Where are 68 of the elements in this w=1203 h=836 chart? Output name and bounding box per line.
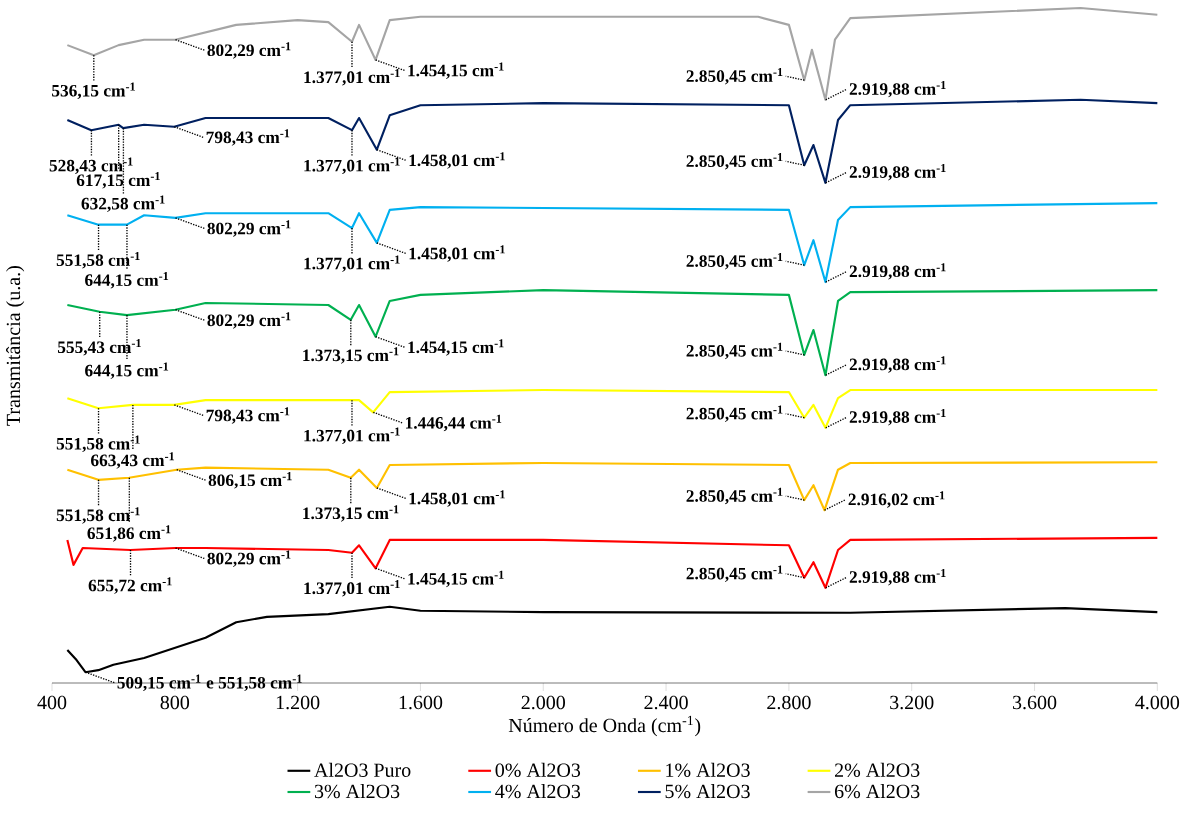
legend-label: 1% Al2O3 bbox=[666, 762, 750, 777]
legend-label: 3% Al2O3 bbox=[314, 784, 400, 799]
annotation: 551,58 cm$^{-1}$ bbox=[56, 435, 140, 453]
x-tick-label: 3.600 bbox=[1012, 695, 1057, 710]
annotation: 509,15 cm$^{-1}$ e 551,58 cm$^{-1}$ bbox=[117, 674, 302, 692]
annotation: 1.446,44 cm$^{-1}$ bbox=[406, 414, 502, 432]
annotation: 2.850,45 cm$^{-1}$ bbox=[686, 565, 783, 582]
annotation: 632,58 cm$^{-1}$ bbox=[81, 195, 165, 212]
annotation: 802,29 cm$^{-1}$ bbox=[207, 220, 291, 237]
annotation: 2.916,02 cm$^{-1}$ bbox=[848, 491, 945, 508]
x-tick-label: 4.000 bbox=[1135, 695, 1180, 710]
legend-label: 5% Al2O3 bbox=[665, 784, 750, 799]
x-tick-label: 2.800 bbox=[767, 695, 811, 710]
annotation: 2.919,88 cm$^{-1}$ bbox=[849, 163, 946, 181]
annotation: 2.919,88 cm$^{-1}$ bbox=[849, 568, 946, 586]
x-tick-label: 800 bbox=[160, 695, 190, 710]
legend-label: 4% Al2O3 bbox=[495, 784, 581, 799]
annotation: 1.458,01 cm$^{-1}$ bbox=[409, 245, 505, 262]
annotation: 644,15 cm$^{-1}$ bbox=[85, 272, 169, 289]
annotation: 1.373,15 cm$^{-1}$ bbox=[303, 505, 399, 522]
annotation: 1.377,01 cm$^{-1}$ bbox=[304, 255, 400, 272]
annotation: 2.919,88 cm$^{-1}$ bbox=[849, 408, 946, 426]
annotation: 536,15 cm$^{-1}$ bbox=[52, 82, 135, 100]
annotation: 1.458,01 cm$^{-1}$ bbox=[409, 152, 505, 169]
annotation: 798,43 cm$^{-1}$ bbox=[206, 407, 290, 424]
x-tick-label: 3.200 bbox=[890, 695, 934, 710]
annotation: 2.919,88 cm$^{-1}$ bbox=[849, 356, 946, 373]
annotation: 2.850,45 cm$^{-1}$ bbox=[686, 405, 783, 422]
annotation: 1.377,01 cm$^{-1}$ bbox=[304, 69, 400, 86]
annotation: 528,43 cm$^{-1}$ bbox=[49, 157, 133, 174]
annotation: 2.850,45 cm$^{-1}$ bbox=[686, 487, 783, 505]
legend-label: Al2O3 Puro bbox=[314, 762, 411, 777]
annotation: 2.919,88 cm$^{-1}$ bbox=[849, 263, 946, 280]
annotation: 1.373,15 cm$^{-1}$ bbox=[303, 347, 399, 364]
annotation: 802,29 cm$^{-1}$ bbox=[207, 312, 291, 329]
annotation: 1.377,01 cm$^{-1}$ bbox=[304, 580, 400, 597]
annotation: 802,29 cm$^{-1}$ bbox=[207, 550, 291, 567]
x-axis-title: Número de Onda (cm$^{-1}$) bbox=[508, 715, 701, 737]
legend-label: 6% Al2O3 bbox=[834, 784, 920, 799]
annotation: 551,58 cm$^{-1}$ bbox=[56, 507, 140, 524]
annotation: 1.454,15 cm$^{-1}$ bbox=[408, 62, 504, 79]
annotation: 2.919,88 cm$^{-1}$ bbox=[849, 80, 946, 98]
legend-label: 0% Al2O3 bbox=[495, 762, 581, 777]
annotation: 663,43 cm$^{-1}$ bbox=[91, 452, 175, 469]
x-tick-label: 1.600 bbox=[399, 695, 443, 710]
x-tick-label: 2.400 bbox=[644, 695, 688, 710]
annotation: 802,29 cm$^{-1}$ bbox=[207, 42, 291, 59]
legend-label: 2% Al2O3 bbox=[835, 762, 920, 777]
annotation: 2.850,45 cm$^{-1}$ bbox=[686, 153, 783, 170]
annotation: 1.377,01 cm$^{-1}$ bbox=[304, 427, 400, 444]
annotation: 555,43 cm$^{-1}$ bbox=[57, 339, 141, 356]
annotation: 1.454,15 cm$^{-1}$ bbox=[408, 570, 504, 588]
annotation: 644,15 cm$^{-1}$ bbox=[85, 362, 169, 379]
annotation: 2.850,45 cm$^{-1}$ bbox=[686, 67, 783, 85]
x-tick-label: 2.000 bbox=[521, 695, 565, 710]
annotation: 651,86 cm$^{-1}$ bbox=[87, 525, 171, 542]
annotation: 806,15 cm$^{-1}$ bbox=[208, 472, 292, 489]
annotation: 1.458,01 cm$^{-1}$ bbox=[409, 490, 505, 507]
y-axis-title: Transmitância (u.a.) bbox=[6, 266, 25, 426]
annotation: 2.850,45 cm$^{-1}$ bbox=[686, 252, 783, 270]
annotation: 2.850,45 cm$^{-1}$ bbox=[686, 342, 783, 360]
x-tick-label: 1.200 bbox=[276, 695, 320, 710]
annotation: 798,43 cm$^{-1}$ bbox=[206, 129, 290, 146]
x-tick-label: 400 bbox=[37, 695, 67, 710]
annotation: 655,72 cm$^{-1}$ bbox=[88, 577, 172, 594]
annotation: 551,58 cm$^{-1}$ bbox=[56, 252, 140, 269]
annotation: 1.377,01 cm$^{-1}$ bbox=[304, 157, 400, 174]
annotation: 1.454,15 cm$^{-1}$ bbox=[408, 339, 504, 356]
